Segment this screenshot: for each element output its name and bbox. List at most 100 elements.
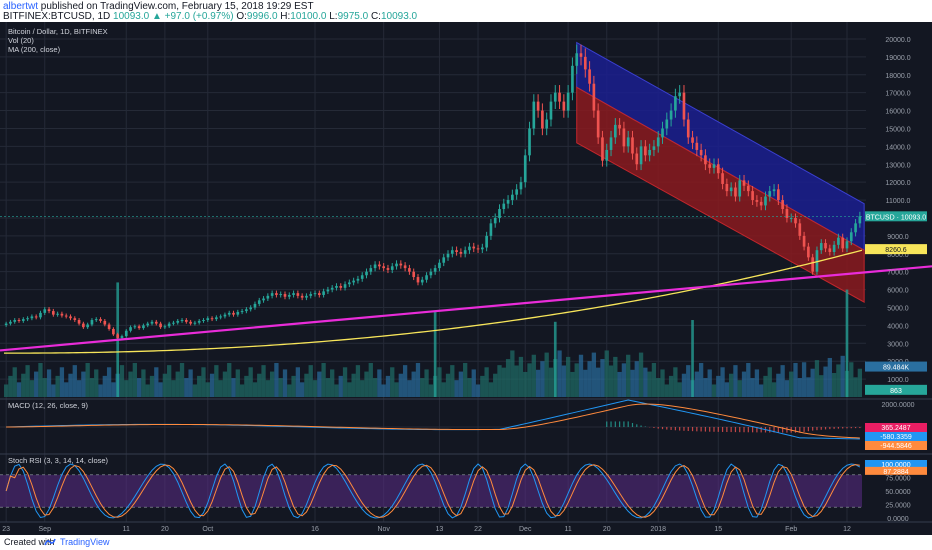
candle-body [575, 53, 579, 66]
candle-body [180, 320, 184, 322]
candle-body [742, 180, 746, 186]
candle-body [528, 128, 531, 156]
candle-body [682, 92, 686, 120]
price-tick-label: 8000.0 [887, 252, 909, 259]
volume-bar [360, 380, 365, 397]
volume-bar [175, 371, 180, 397]
volume-bar [218, 380, 223, 397]
candle-body [553, 92, 557, 102]
volume-badge: 89.484K [883, 365, 909, 372]
volume-bar [514, 365, 519, 397]
candle-body [176, 320, 180, 323]
price-tick-label: 19000.0 [885, 55, 910, 62]
volume-bar [106, 367, 112, 397]
candle-body [635, 153, 639, 165]
macd-histogram-bar [691, 427, 694, 432]
candle-body [699, 149, 703, 156]
volume-spike [553, 321, 557, 397]
candle-body [172, 322, 175, 324]
candle-body [305, 295, 308, 298]
candle-body [781, 200, 784, 210]
volume-bar [759, 384, 764, 397]
candle-body [253, 303, 257, 308]
candle-body [99, 319, 102, 321]
candle-body [69, 316, 72, 319]
tradingview-brand[interactable]: TradingView [60, 537, 110, 547]
high-label: H: [280, 11, 291, 22]
volume-bar [201, 367, 206, 397]
volume-bar [720, 367, 725, 397]
macd-histogram-bar [833, 427, 835, 429]
macd-histogram-bar [670, 427, 672, 430]
volume-bar [300, 382, 305, 397]
price-tick-label: 6000.0 [887, 288, 909, 295]
candle-body [365, 271, 368, 276]
candle-body [622, 128, 626, 147]
candle-body [725, 183, 729, 192]
candle-body [562, 101, 566, 111]
author-link[interactable]: albertwt [3, 1, 39, 12]
candle-body [837, 237, 840, 245]
volume-bar [819, 375, 824, 397]
macd-histogram-bar [842, 427, 844, 429]
candle-body [403, 265, 407, 269]
price-tick-label: 17000.0 [885, 91, 910, 98]
volume-bar [420, 378, 425, 397]
volume-bar [98, 384, 103, 397]
candle-body [90, 320, 94, 325]
volume-bar [34, 371, 39, 397]
volume-bar [29, 380, 35, 397]
high-value: 10100.0 [290, 11, 327, 22]
candle-body [828, 248, 832, 252]
candle-body [571, 65, 574, 93]
candle-body [112, 328, 115, 335]
last-price-badge-bg [865, 211, 927, 222]
candle-body [849, 232, 853, 242]
candle-body [674, 96, 677, 111]
time-tick-label: 11 [123, 526, 130, 533]
rsi-tick-label: 25.0000 [885, 503, 910, 510]
candle-body [498, 209, 501, 218]
macd-histogram-bar [786, 427, 788, 433]
candle-body [523, 155, 527, 183]
price-tick-label: 11000.0 [886, 198, 911, 205]
volume-bar [4, 384, 9, 397]
candle-body [463, 250, 467, 254]
volume-bar [244, 375, 249, 397]
time-tick-label: Oct [202, 526, 213, 533]
candle-body [360, 275, 364, 279]
time-tick-label: Sep [39, 526, 52, 533]
candle-body [356, 278, 360, 281]
close-label: C: [370, 11, 381, 22]
volume-bar [583, 369, 588, 397]
candle-body [429, 271, 433, 276]
price-axis: 1000.02000.03000.04000.05000.06000.07000… [865, 37, 927, 523]
candle-body [335, 286, 338, 288]
macd-histogram-bar [619, 421, 621, 427]
volume-bar [707, 369, 712, 397]
volume-bar [540, 361, 545, 397]
volume-bar [149, 375, 155, 397]
candle-body [841, 237, 845, 249]
candle-body [416, 277, 420, 283]
price-chart[interactable]: 1000.02000.03000.04000.05000.06000.07000… [0, 22, 932, 535]
volume-bar [806, 377, 811, 397]
candle-body [399, 263, 403, 266]
candles [4, 44, 862, 340]
volume-bars [4, 282, 862, 397]
volume-bar [154, 367, 159, 397]
volume-bar [411, 371, 416, 397]
volume-bar [274, 362, 279, 397]
volume-bar [390, 367, 395, 397]
candle-body [73, 318, 77, 321]
created-with-text: Created with [4, 537, 55, 547]
candle-body [644, 146, 647, 156]
candle-body [734, 187, 737, 197]
volume-bar [38, 362, 43, 397]
time-axis: 23 Sep 11 20 Oct 16 Nov 13 22 Dec 11 20 2018 15 Feb 12 [0, 521, 932, 533]
volume-bar [681, 373, 687, 397]
time-tick-label: 22 [474, 526, 482, 533]
volume-bar [613, 356, 618, 397]
volume-bar [789, 371, 794, 397]
volume-bar [59, 367, 65, 397]
